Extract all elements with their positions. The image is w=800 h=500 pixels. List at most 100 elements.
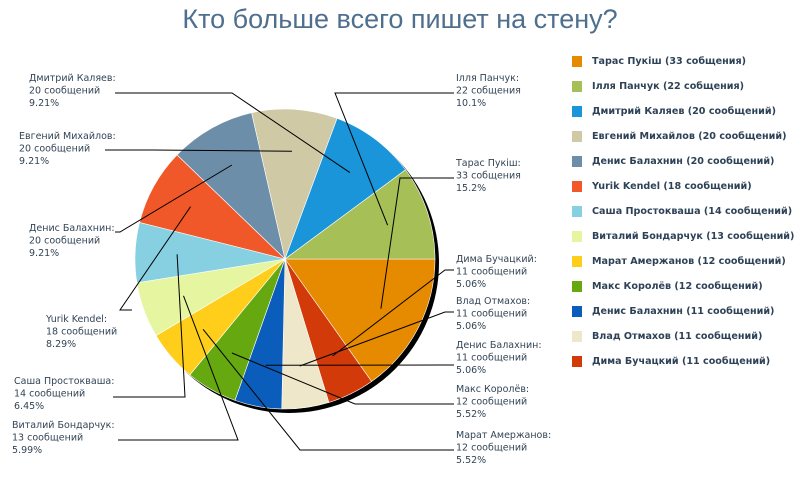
- callout-line: 5.99%: [12, 445, 42, 456]
- callout-line: Ілля Панчук:: [456, 73, 519, 84]
- legend-item[interactable]: Ілля Панчук (22 собщения): [572, 77, 744, 95]
- slice-callout-label: Денис Балахнин: 11 сообщений 5.06%: [456, 340, 542, 376]
- slice-callout-label: Марат Амержанов: 12 сообщений 5.52%: [456, 430, 551, 466]
- callout-leader-line: [115, 92, 351, 174]
- callout-line: 22 собщения: [456, 86, 521, 97]
- legend-label: Дима Бучацкий (11 сообщений): [592, 355, 771, 367]
- slice-callout-label: Денис Балахнин: 20 сообщений 9.21%: [29, 223, 115, 259]
- legend-item[interactable]: Макс Королёв (12 сообщений): [572, 277, 763, 295]
- legend-item[interactable]: Саша Простокваша (14 сообщений): [572, 202, 792, 220]
- callout-line: Макс Королёв:: [456, 384, 529, 395]
- legend-swatch: [572, 80, 582, 92]
- legend-swatch: [572, 255, 582, 267]
- slice-callout-label: Влад Отмахов: 11 сообщений 5.06%: [456, 296, 530, 332]
- legend-label: Евгений Михайлов (20 сообщений): [592, 130, 787, 142]
- legend-swatch: [572, 155, 582, 167]
- callout-line: Марат Амержанов:: [456, 430, 551, 441]
- callout-line: Саша Простокваша:: [14, 376, 114, 387]
- callout-leader-line: [202, 328, 454, 451]
- legend-label: Саша Простокваша (14 сообщений): [592, 205, 793, 217]
- callout-line: 10.1%: [456, 98, 486, 109]
- callout-line: 33 собщения: [456, 171, 521, 182]
- legend-swatch: [572, 105, 582, 117]
- callout-line: Денис Балахнин:: [29, 223, 115, 234]
- slice-callout-label: Дима Бучацкий: 11 сообщений 5.06%: [456, 254, 537, 290]
- callout-leader-line: [299, 311, 454, 367]
- legend-swatch: [572, 355, 582, 367]
- callout-line: 12 сообщений: [456, 397, 527, 408]
- callout-line: 12 сообщений: [456, 443, 527, 454]
- pie-slice[interactable]: [284, 258, 436, 382]
- callout-line: 5.06%: [456, 279, 486, 290]
- callout-line: 6.45%: [14, 401, 44, 412]
- callout-line: Влад Отмахов:: [456, 296, 530, 307]
- legend-swatch: [572, 305, 582, 317]
- slice-callout-label: Ілля Панчук: 22 собщения 10.1%: [456, 73, 521, 109]
- callout-line: 13 сообщений: [12, 433, 83, 444]
- legend-item[interactable]: Денис Балахнин (11 сообщений): [572, 302, 774, 320]
- legend-label: Денис Балахнин (11 сообщений): [592, 305, 775, 317]
- callout-line: 18 сообщений: [46, 327, 117, 338]
- slice-callout-label: Yurik Kendel: 18 сообщений 8.29%: [45, 314, 117, 350]
- legend-item[interactable]: Дмитрий Каляев (20 сообщений): [572, 102, 776, 120]
- legend-swatch: [572, 230, 582, 242]
- callout-line: 11 сообщений: [456, 309, 527, 320]
- callout-leader-line: [115, 164, 233, 233]
- legend-item[interactable]: Виталий Бондарчук (13 сообщений): [572, 227, 794, 245]
- slice-callout-label: Евгений Михайлов: 20 сообщений 9.21%: [19, 131, 116, 167]
- pie-slice[interactable]: [176, 112, 286, 260]
- callout-line: 5.06%: [456, 365, 486, 376]
- callout-line: 9.21%: [19, 156, 49, 167]
- callout-line: 20 сообщений: [29, 86, 100, 97]
- slice-callout-label: Виталий Бондарчук: 13 сообщений 5.99%: [12, 420, 115, 456]
- chart-title: Кто больше всего пишет на стену?: [182, 4, 618, 34]
- callout-line: 8.29%: [46, 339, 76, 350]
- callout-leader-line: [334, 92, 454, 226]
- callout-line: Тарас Пукіш:: [455, 158, 521, 169]
- callout-line: Евгений Михайлов:: [19, 131, 116, 142]
- legend-label: Дмитрий Каляев (20 сообщений): [592, 105, 776, 117]
- legend-item[interactable]: Yurik Kendel (18 сообщений): [572, 177, 752, 195]
- callout-line: Дима Бучацкий:: [456, 254, 537, 265]
- callout-line: Виталий Бондарчук:: [12, 420, 115, 431]
- legend-swatch: [572, 205, 582, 217]
- slice-callout-label: Саша Простокваша: 14 сообщений 6.45%: [14, 376, 114, 412]
- legend-label: Денис Балахнин (20 сообщений): [592, 155, 775, 167]
- callout-leader-line: [231, 352, 454, 405]
- legend-label: Виталий Бондарчук (13 сообщений): [592, 230, 795, 242]
- legend-swatch: [572, 130, 582, 142]
- callout-line: Дмитрий Каляев:: [29, 73, 116, 84]
- callout-line: 11 сообщений: [456, 353, 527, 364]
- callout-line: 5.52%: [456, 409, 486, 420]
- legend-swatch: [572, 280, 582, 292]
- legend-item[interactable]: Влад Отмахов (11 сообщений): [572, 327, 762, 345]
- legend-label: Влад Отмахов (11 сообщений): [592, 330, 763, 342]
- pie-slice[interactable]: [284, 117, 406, 260]
- callout-line: Денис Балахнин:: [456, 340, 542, 351]
- legend-label: Тарас Пукіш (33 собщения): [592, 55, 747, 67]
- legend-swatch: [572, 55, 582, 67]
- legend-label: Макс Королёв (12 сообщений): [592, 280, 763, 292]
- callout-line: 11 сообщений: [456, 267, 527, 278]
- callout-line: 20 сообщений: [19, 144, 90, 155]
- legend-item[interactable]: Тарас Пукіш (33 собщения): [572, 52, 746, 70]
- slice-callout-label: Дмитрий Каляев: 20 сообщений 9.21%: [29, 73, 116, 109]
- legend-item[interactable]: Евгений Михайлов (20 сообщений): [572, 127, 786, 145]
- legend-label: Ілля Панчук (22 собщения): [592, 80, 745, 92]
- callout-line: 15.2%: [456, 183, 486, 194]
- legend-swatch: [572, 180, 582, 192]
- callout-line: 5.52%: [456, 455, 486, 466]
- legend-item[interactable]: Дима Бучацкий (11 сообщений): [572, 352, 770, 370]
- callout-leader-line: [380, 177, 454, 309]
- pie-slice[interactable]: [251, 108, 338, 261]
- callout-leader-line: [119, 206, 192, 311]
- callout-line: 9.21%: [29, 248, 59, 259]
- callout-line: 9.21%: [29, 98, 59, 109]
- legend-item[interactable]: Марат Амержанов (12 сообщений): [572, 252, 786, 270]
- slice-callout-label: Макс Королёв: 12 сообщений 5.52%: [456, 384, 529, 420]
- legend-item[interactable]: Денис Балахнин (20 сообщений): [572, 152, 774, 170]
- legend-swatch: [572, 330, 582, 342]
- callout-leader-line: [105, 149, 293, 152]
- slice-callout-label: Тарас Пукіш: 33 собщения 15.2%: [455, 158, 521, 194]
